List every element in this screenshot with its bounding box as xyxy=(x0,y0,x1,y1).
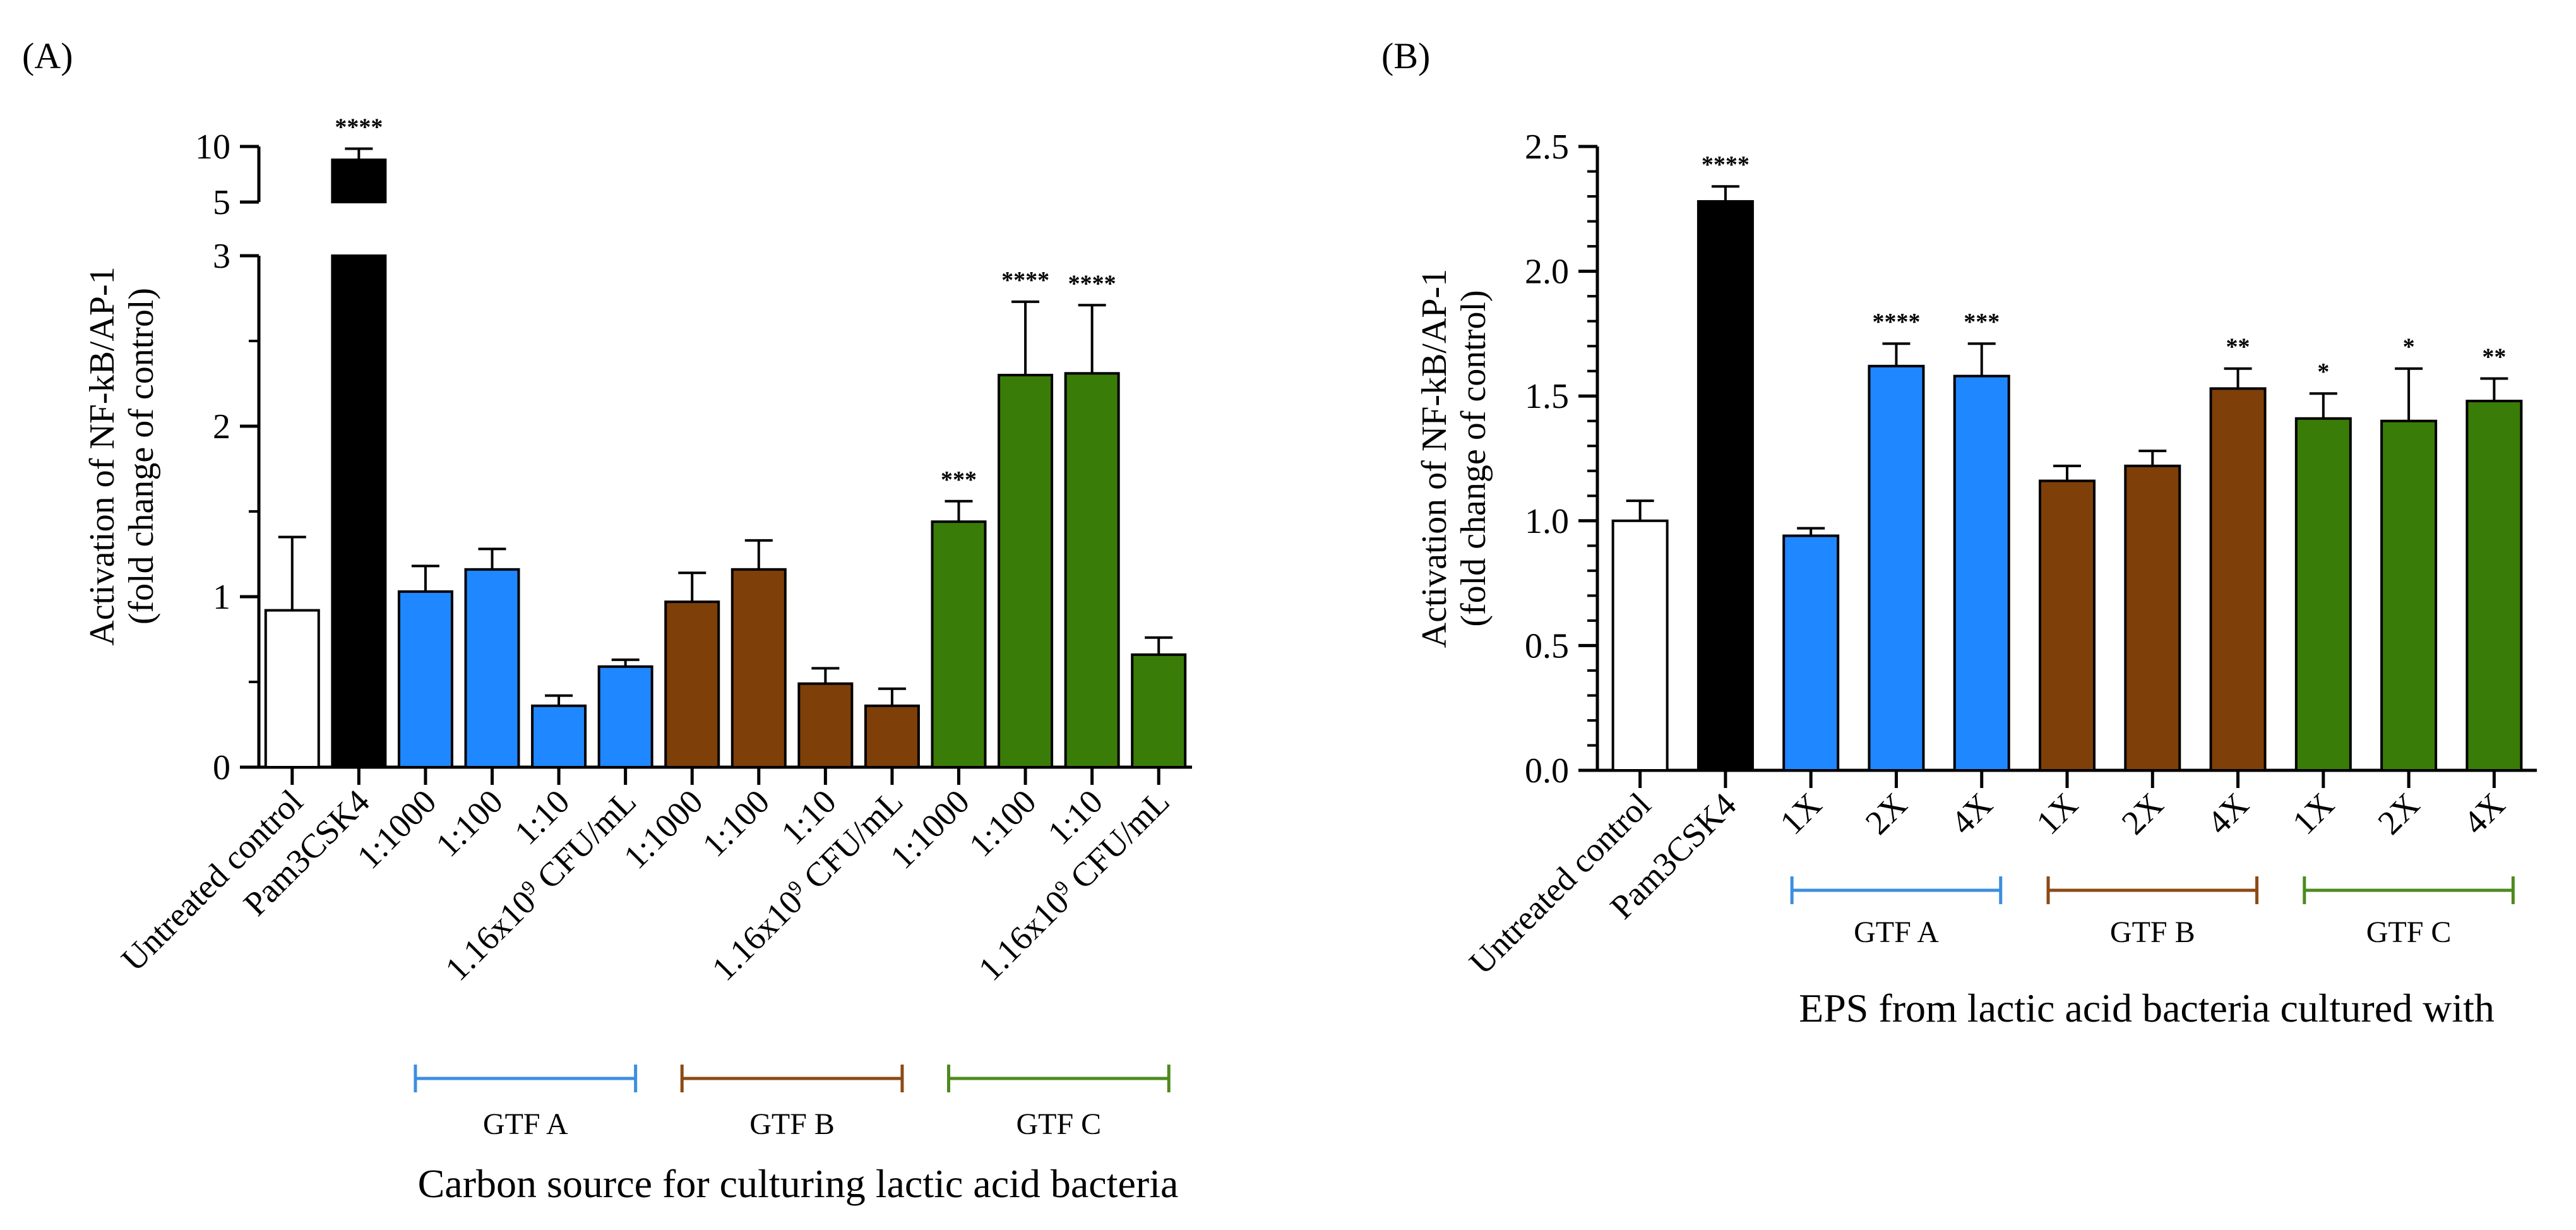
significance-marker: ** xyxy=(2482,344,2506,371)
bar xyxy=(397,590,453,769)
bar xyxy=(1064,372,1120,768)
bar xyxy=(2294,417,2352,772)
x-tick-label: 4X xyxy=(2456,785,2512,842)
significance-marker: *** xyxy=(941,467,977,493)
bar xyxy=(998,374,1054,768)
y-tick-label: 5 xyxy=(213,183,230,222)
group-label: GTF B xyxy=(749,1108,835,1141)
y-tick-label: 1.5 xyxy=(1525,377,1569,416)
y-tick-label: 2.0 xyxy=(1525,253,1569,292)
bar xyxy=(2380,419,2438,772)
bar-upper-segment xyxy=(331,158,387,203)
bar xyxy=(464,568,520,768)
bar xyxy=(331,254,387,768)
panel-b-chart: (B) 0.0 0.5 1.0 1.5 2.0 2.5 Activation of NF-kB… xyxy=(1381,35,2537,1030)
x-tick-label: 4X xyxy=(1943,785,2000,842)
x-tick-label: 1X xyxy=(2285,785,2341,842)
y-axis-label-line1: Activation of NF-kB/AP-1 xyxy=(1415,269,1454,648)
bar xyxy=(597,665,653,768)
panel-b-label: (B) xyxy=(1381,35,1430,76)
bar xyxy=(1611,519,1669,772)
bar xyxy=(797,682,854,768)
bar xyxy=(1782,534,1840,772)
x-axis-title: EPS from lactic acid bacteria cultured w… xyxy=(1799,986,2495,1030)
significance-marker: **** xyxy=(335,114,383,141)
bar xyxy=(1868,364,1925,772)
bar xyxy=(531,704,587,769)
bar xyxy=(1696,200,1754,772)
y-tick-label: 3 xyxy=(213,237,230,276)
y-axis-label-line2: (fold change of control) xyxy=(1454,290,1493,626)
y-tick-label: 1 xyxy=(213,578,230,617)
x-tick-label: 1:100 xyxy=(429,782,510,864)
bar xyxy=(2209,387,2267,772)
significance-marker: ** xyxy=(2226,334,2250,361)
group-label: GTF A xyxy=(483,1108,568,1141)
group-label: GTF B xyxy=(2110,916,2195,949)
significance-marker: **** xyxy=(1872,309,1920,335)
x-axis-title: Carbon source for culturing lactic acid … xyxy=(418,1161,1179,1206)
bar xyxy=(2466,400,2523,772)
x-tick-label: 1X xyxy=(2029,785,2085,842)
y-tick-label: 0 xyxy=(213,748,230,787)
bar xyxy=(2124,464,2181,772)
y-tick-label: 0.0 xyxy=(1525,751,1569,791)
bar xyxy=(730,568,787,768)
significance-marker: * xyxy=(2403,334,2415,361)
bar xyxy=(264,609,320,768)
bar xyxy=(931,520,987,768)
bar xyxy=(2039,479,2096,772)
y-tick-label: 2.5 xyxy=(1525,128,1569,167)
x-tick-label: 1X xyxy=(1773,785,1829,842)
significance-marker: **** xyxy=(1702,152,1750,178)
bar xyxy=(1953,374,2010,772)
y-axis-label-line1: Activation of NF-kB/AP-1 xyxy=(83,266,122,645)
x-tick-label: 4X xyxy=(2200,785,2256,842)
x-tick-label: 2X xyxy=(2370,785,2426,842)
y-tick-label: 10 xyxy=(195,128,230,167)
significance-marker: **** xyxy=(1068,270,1116,297)
group-label: GTF A xyxy=(1854,916,1939,949)
panel-a-label: (A) xyxy=(22,35,73,76)
significance-marker: *** xyxy=(1964,309,2000,335)
bar xyxy=(1131,653,1187,769)
y-tick-label: 0.5 xyxy=(1525,626,1569,666)
bar xyxy=(864,704,920,769)
x-tick-label: 1:100 xyxy=(695,782,777,864)
x-tick-label: 2X xyxy=(1858,785,1914,842)
group-label: GTF C xyxy=(1017,1108,1102,1141)
group-label: GTF C xyxy=(2366,916,2452,949)
y-tick-label: 1.0 xyxy=(1525,502,1569,541)
significance-marker: **** xyxy=(1001,267,1049,294)
y-axis-label-line2: (fold change of control) xyxy=(122,288,161,624)
y-tick-label: 2 xyxy=(213,407,230,446)
x-tick-label: 1:100 xyxy=(962,782,1043,864)
bar xyxy=(664,600,720,768)
significance-marker: * xyxy=(2317,359,2329,385)
panel-a-chart: (A) 0 1 2 3 5 10 Activation of NF-kB/AP-1 (fold … xyxy=(22,35,1192,1206)
x-tick-label: 2X xyxy=(2114,785,2171,842)
